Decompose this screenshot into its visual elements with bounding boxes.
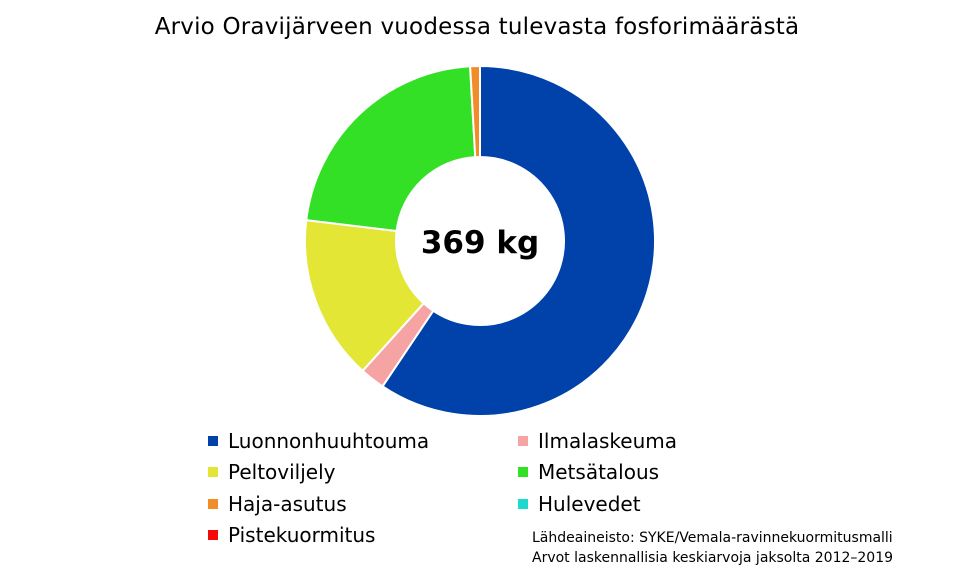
legend-label: Metsätalous xyxy=(538,460,660,485)
legend-label: Haja-asutus xyxy=(228,491,347,516)
legend-label: Peltoviljely xyxy=(228,460,336,485)
legend-swatch xyxy=(208,467,218,478)
slice-haja-asutus xyxy=(469,64,481,159)
legend-label: Luonnonhuuhtouma xyxy=(228,428,430,453)
legend-label: Ilmalaskeuma xyxy=(538,428,678,453)
legend-swatch xyxy=(518,467,528,478)
legend-swatch xyxy=(518,435,528,446)
legend-item: Metsätalous xyxy=(518,457,688,489)
legend-swatch xyxy=(518,498,528,509)
legend-item: Ilmalaskeuma xyxy=(518,425,688,457)
slice-peltoviljely xyxy=(304,219,426,373)
legend-item: Haja-asutus xyxy=(208,488,518,520)
legend-item: Luonnonhuuhtouma xyxy=(208,425,518,457)
legend-item: Pistekuormitus xyxy=(208,520,518,552)
donut-slices xyxy=(304,64,656,417)
source-note: Lähdeaineisto: SYKE/Vemala-ravinnekuormi… xyxy=(532,528,893,568)
source-line: Lähdeaineisto: SYKE/Vemala-ravinnekuormi… xyxy=(532,530,893,546)
slice-luonnonhuuhtouma xyxy=(381,64,656,417)
legend-swatch xyxy=(208,435,218,446)
legend-item: Hulevedet xyxy=(518,488,688,520)
chart-legend: Luonnonhuuhtouma Ilmalaskeuma Peltoviljely… xyxy=(208,425,688,551)
legend-label: Hulevedet xyxy=(538,491,641,516)
legend-swatch xyxy=(208,498,218,509)
legend-swatch xyxy=(208,530,218,541)
chart-title: Arvio Oravijärveen vuodessa tulevasta fo… xyxy=(154,14,800,40)
legend-item: Peltoviljely xyxy=(208,457,518,489)
legend-label: Pistekuormitus xyxy=(228,523,376,548)
source-line: Arvot laskennallisia keskiarvoja jaksolt… xyxy=(532,550,894,566)
slice-metsätalous xyxy=(305,65,477,233)
donut-center-label: 369 kg xyxy=(421,225,539,261)
